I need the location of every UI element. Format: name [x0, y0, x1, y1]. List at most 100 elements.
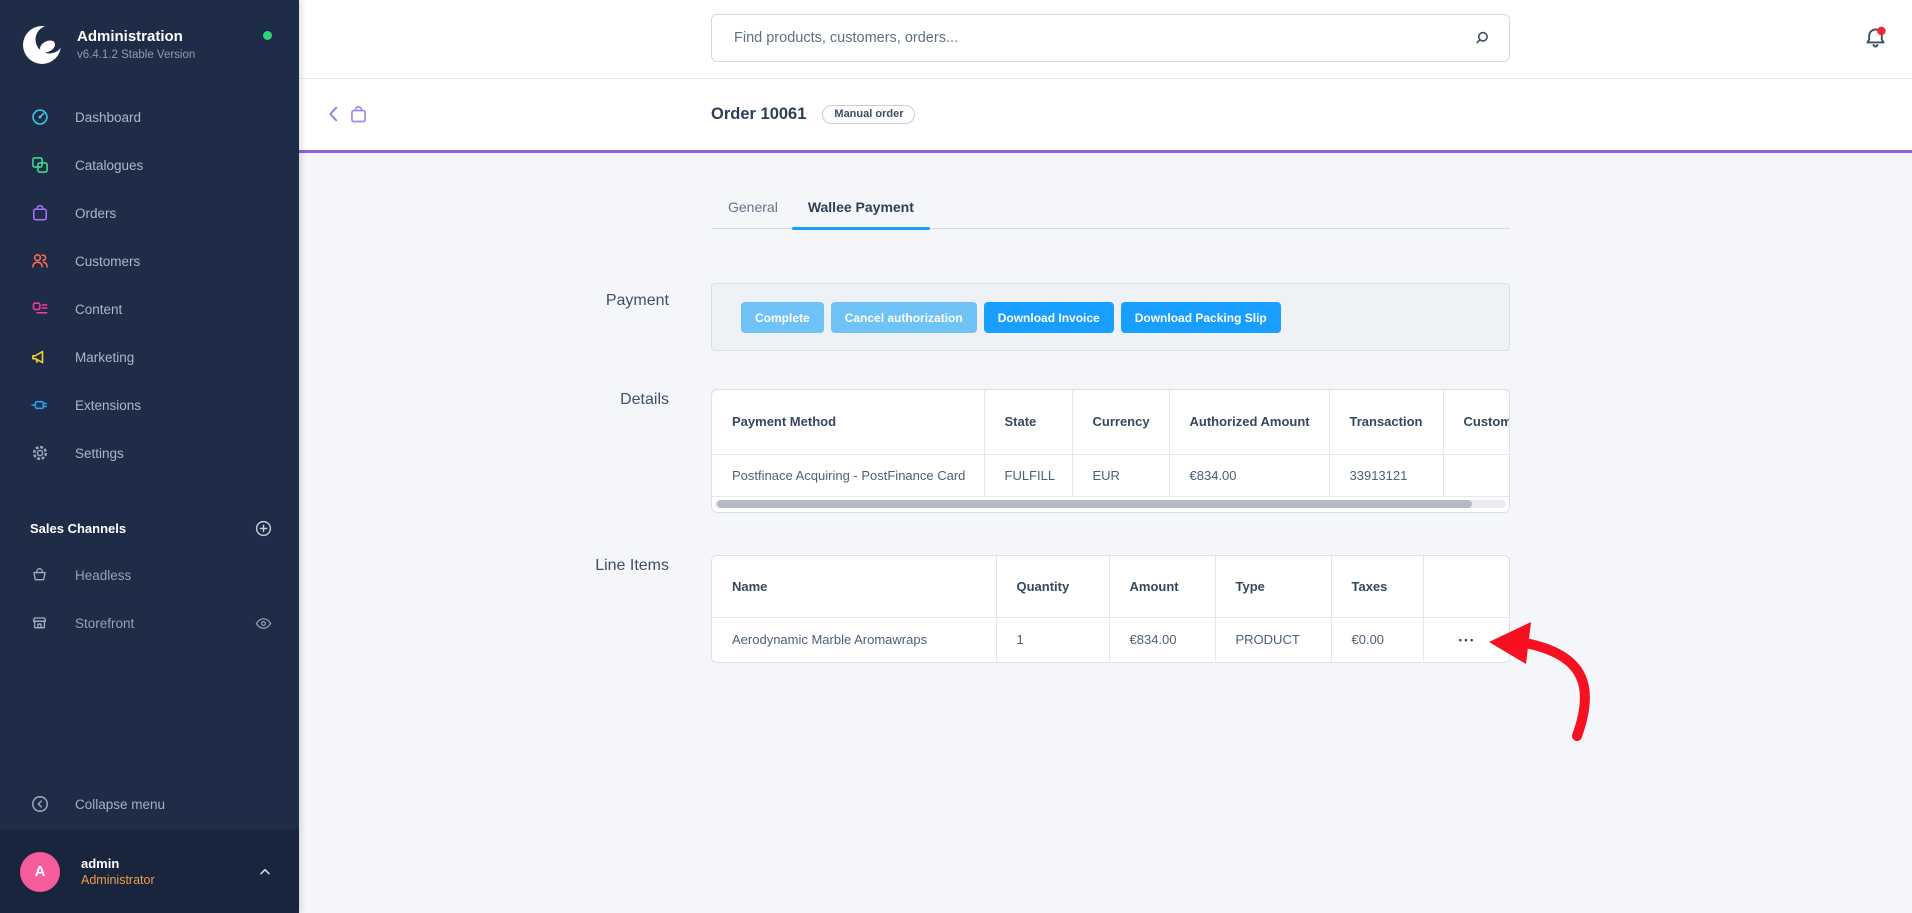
column-header: Authorized Amount: [1168, 390, 1329, 455]
tab-bar: General Wallee Payment: [711, 153, 1510, 230]
complete-button[interactable]: Complete: [741, 302, 824, 333]
shopware-logo-icon: [22, 25, 64, 65]
table-row: Aerodynamic Marble Aromawraps 1 €834.00 …: [712, 617, 1509, 662]
online-status-dot: [263, 31, 272, 40]
user-name: admin: [81, 856, 120, 871]
dashboard-icon: [30, 107, 50, 127]
settings-gear-icon: [30, 443, 50, 463]
view-storefront-eye-icon[interactable]: [254, 614, 273, 633]
sidebar-menu: Dashboard Catalogues Orders: [0, 93, 299, 477]
extensions-icon: [30, 395, 50, 415]
catalogues-icon: [30, 155, 50, 175]
app-title-block: Administration v6.4.1.2 Stable Version: [77, 25, 195, 65]
sidebar-item-label: Orders: [75, 205, 117, 221]
cell-payment-method: Postfinace Acquiring - PostFinance Card: [712, 454, 984, 497]
cell-authorized-amount: €834.00: [1168, 454, 1329, 497]
storefront-icon: [30, 613, 50, 633]
user-menu[interactable]: A admin Administrator: [0, 830, 299, 913]
scrollbar-thumb[interactable]: [717, 499, 1472, 508]
page-title: Order 10061: [711, 105, 807, 123]
back-chevron-icon[interactable]: [323, 103, 345, 125]
sidebar-item-label: Dashboard: [75, 109, 142, 125]
manual-order-badge: Manual order: [822, 105, 916, 124]
sidebar-spacer: [0, 647, 299, 780]
sidebar-item-label: Extensions: [75, 397, 142, 413]
column-header: Custom: [1442, 390, 1509, 455]
sales-channel-storefront[interactable]: Storefront: [0, 599, 299, 647]
collapse-menu-button[interactable]: Collapse menu: [0, 780, 299, 828]
sales-channel-label: Storefront: [75, 615, 135, 631]
avatar-initial: A: [34, 863, 46, 880]
sidebar-header: Administration v6.4.1.2 Stable Version: [0, 0, 299, 85]
notifications-bell-icon[interactable]: [1862, 25, 1889, 57]
cancel-authorization-button[interactable]: Cancel authorization: [830, 302, 977, 333]
column-header: Payment Method: [712, 390, 984, 455]
collapse-menu-label: Collapse menu: [75, 796, 166, 812]
sidebar-item-label: Catalogues: [75, 157, 144, 173]
search-input[interactable]: [732, 29, 1472, 47]
cell-taxes: €0.00: [1330, 617, 1423, 662]
details-section-label: Details: [620, 391, 669, 408]
sidebar-item-settings[interactable]: Settings: [0, 429, 299, 477]
sidebar-item-orders[interactable]: Orders: [0, 189, 299, 237]
sidebar-item-label: Content: [75, 301, 123, 317]
cell-actions: •••: [1422, 617, 1509, 662]
sidebar-item-marketing[interactable]: Marketing: [0, 333, 299, 381]
download-invoice-button[interactable]: Download Invoice: [983, 302, 1114, 333]
payment-actions-card: Complete Cancel authorization Download I…: [711, 283, 1510, 351]
cell-quantity: 1: [995, 617, 1109, 662]
annotation-arrow: [1489, 622, 1590, 741]
payment-section: Payment Complete Cancel authorization Do…: [299, 283, 1912, 351]
cell-currency: EUR: [1071, 454, 1169, 497]
tab-general[interactable]: General: [728, 199, 778, 215]
tab-wallee-payment[interactable]: Wallee Payment: [791, 199, 931, 230]
column-header: Quantity: [995, 555, 1109, 618]
sales-channel-label: Headless: [75, 567, 132, 583]
chevron-up-icon: [257, 864, 273, 880]
content: General Wallee Payment Payment Complete …: [299, 153, 1912, 913]
horizontal-scrollbar: [712, 497, 1509, 512]
line-items-table: Name Quantity Amount Type Taxes: [711, 554, 1510, 663]
sidebar-item-dashboard[interactable]: Dashboard: [0, 93, 299, 141]
sidebar-item-extensions[interactable]: Extensions: [0, 381, 299, 429]
sales-channels-title: Sales Channels: [30, 520, 127, 536]
smartbar-title-group: Order 10061 Manual order: [711, 105, 916, 124]
topbar: [299, 0, 1912, 79]
order-bag-icon: [348, 104, 369, 125]
cell-transaction: 33913121: [1328, 454, 1443, 497]
app-version: v6.4.1.2 Stable Version: [77, 49, 196, 61]
add-sales-channel-button[interactable]: [254, 519, 273, 538]
column-header: Transaction: [1328, 390, 1443, 455]
payment-details-table: Payment Method State Currency Authorized…: [711, 389, 1510, 513]
column-header: State: [983, 390, 1072, 455]
cell-type: PRODUCT: [1214, 617, 1331, 662]
line-items-section-label: Line Items: [595, 556, 669, 574]
cell-custom: [1442, 454, 1509, 497]
customers-icon: [30, 251, 50, 271]
context-menu-button[interactable]: •••: [1458, 634, 1476, 645]
sidebar-item-customers[interactable]: Customers: [0, 237, 299, 285]
cell-state: FULFILL: [983, 454, 1072, 497]
cell-amount: €834.00: [1108, 617, 1215, 662]
column-header: Amount: [1108, 555, 1215, 618]
marketing-icon: [30, 347, 50, 367]
sales-channel-headless[interactable]: Headless: [0, 551, 299, 599]
column-header: Currency: [1071, 390, 1169, 455]
global-search: [711, 14, 1510, 62]
sales-channels-header: Sales Channels: [0, 513, 299, 543]
column-header: Type: [1214, 555, 1331, 618]
search-icon[interactable]: [1472, 29, 1491, 48]
user-role: Administrator: [81, 873, 155, 887]
download-packing-slip-button[interactable]: Download Packing Slip: [1120, 302, 1281, 333]
column-header: Name: [712, 555, 996, 618]
details-header-row: Payment Method State Currency Authorized…: [712, 390, 1509, 455]
column-header: [1422, 555, 1509, 618]
sidebar-item-label: Customers: [75, 253, 141, 269]
sales-channels-list: Headless Storefront: [0, 551, 299, 647]
sidebar-item-catalogues[interactable]: Catalogues: [0, 141, 299, 189]
sidebar-item-label: Settings: [75, 445, 124, 461]
sidebar-item-content[interactable]: Content: [0, 285, 299, 333]
app-title: Administration: [77, 28, 183, 45]
line-items-section: Line Items Name Quantity: [299, 554, 1912, 663]
payment-section-label: Payment: [605, 292, 669, 309]
